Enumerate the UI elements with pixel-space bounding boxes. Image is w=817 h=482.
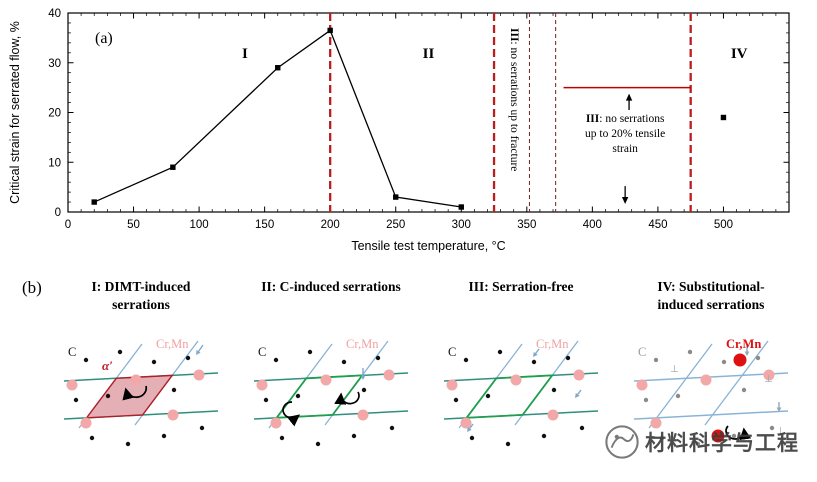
watermark-text: 材料科学与工程: [645, 431, 799, 455]
svg-text:strain: strain: [612, 143, 638, 155]
svg-text:II: II: [423, 46, 435, 62]
svg-text:C: C: [258, 345, 266, 359]
panel-b-label: (b): [22, 278, 42, 297]
svg-text:0: 0: [55, 207, 61, 219]
svg-text:250: 250: [386, 219, 405, 231]
svg-text:⊥: ⊥: [776, 426, 785, 437]
svg-text:IV: IV: [731, 46, 748, 62]
schematic-title-line: II: C-induced serrations: [261, 279, 401, 294]
schematic-title: IV: Substitutional- induced serrations: [623, 278, 799, 316]
svg-text:40: 40: [48, 8, 61, 20]
svg-text:(a): (a): [95, 30, 113, 47]
panel-b-schematics: I: DIMT-induced serrations α′ C Cr,Mn II: …: [46, 270, 806, 470]
svg-text:Cr,Mn: Cr,Mn: [346, 337, 379, 351]
svg-text:C: C: [448, 345, 456, 359]
schematic-panel-4: IV: Substitutional- induced serrations ⊥…: [616, 270, 806, 470]
watermark-logo-icon: [605, 425, 639, 459]
svg-text:Cr,Mn: Cr,Mn: [726, 337, 761, 351]
svg-text:up to 20% tensile: up to 20% tensile: [585, 128, 665, 140]
svg-text:400: 400: [583, 219, 602, 231]
schematic-title: I: DIMT-induced serrations: [53, 278, 229, 316]
svg-text:20: 20: [48, 108, 61, 120]
svg-text:30: 30: [48, 58, 61, 70]
svg-text:Cr,Mn: Cr,Mn: [536, 337, 569, 351]
svg-text:500: 500: [714, 219, 733, 231]
schematic-title: II: C-induced serrations: [243, 278, 419, 316]
svg-text:III: no serrations up to fract: III: no serrations up to fracture: [508, 28, 520, 171]
schematic-panel-2: II: C-induced serrations C Cr,Mn: [236, 270, 426, 470]
schematic-drawing-4: ⊥ ⊥ ⊥ ⊥ C Cr,Mn: [633, 337, 789, 447]
svg-text:⊥: ⊥: [690, 434, 699, 445]
svg-text:200: 200: [321, 219, 340, 231]
schematic-title-line: induced serrations: [657, 296, 765, 312]
schematic-title-line: IV: Substitutional-: [657, 279, 765, 294]
svg-text:C: C: [68, 345, 76, 359]
svg-text:0: 0: [65, 219, 71, 231]
svg-text:150: 150: [255, 219, 274, 231]
svg-text:α′: α′: [102, 358, 113, 373]
schematic-title-line: III: Serration-free: [468, 279, 574, 294]
svg-text:⊥: ⊥: [764, 374, 773, 385]
svg-text:300: 300: [452, 219, 471, 231]
schematic-panel-1: I: DIMT-induced serrations α′ C Cr,Mn: [46, 270, 236, 470]
schematic-title: III: Serration-free: [433, 278, 609, 316]
svg-text:100: 100: [189, 219, 208, 231]
schematic-title-line: I: DIMT-induced: [91, 279, 191, 294]
svg-text:Tensile test temperature, °C: Tensile test temperature, °C: [351, 239, 505, 253]
svg-text:50: 50: [127, 219, 140, 231]
schematic-drawing-3: C Cr,Mn: [443, 337, 599, 447]
svg-text:Critical strain for serrated f: Critical strain for serrated flow, %: [8, 21, 22, 204]
svg-text:10: 10: [48, 157, 61, 169]
svg-text:C: C: [638, 345, 646, 359]
watermark: 材料科学与工程: [604, 424, 799, 460]
schematic-drawing-2: C Cr,Mn: [253, 337, 409, 447]
schematic-drawing-1: α′ C Cr,Mn: [63, 337, 219, 447]
svg-text:I: I: [242, 46, 248, 62]
schematic-title-line: serrations: [112, 296, 170, 312]
svg-text:Cr,Mn: Cr,Mn: [156, 337, 189, 351]
schematic-panel-3: III: Serration-free C Cr,Mn: [426, 270, 616, 470]
panel-a-chart: 0 50 100 150 200 250 300 350 400 450 500 0 10 20 30 40 T…: [8, 8, 790, 253]
svg-text:350: 350: [517, 219, 536, 231]
svg-text:450: 450: [648, 219, 667, 231]
svg-text:⊥: ⊥: [670, 364, 679, 375]
svg-text:III: no serrations: III: no serrations: [586, 113, 665, 125]
